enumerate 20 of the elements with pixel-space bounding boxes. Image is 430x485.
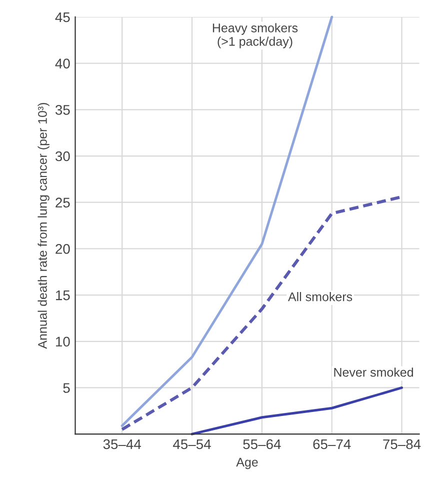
x-tick-label: 65–74: [313, 439, 351, 450]
y-tick-label: 30: [55, 151, 70, 162]
y-tick-label: 45: [55, 12, 70, 22]
x-axis-title: Age: [236, 458, 258, 470]
series-label: Never smoked: [334, 368, 414, 377]
y-axis-title: Annual death rate from lung cancer (per 10³): [38, 102, 50, 349]
x-tick-label: 55–64: [243, 439, 281, 450]
y-tick-label: 25: [56, 198, 70, 208]
series-label: Heavy smokers (>1 pack/day): [212, 23, 298, 48]
series-label: All smokers: [288, 292, 352, 302]
line-series: [190, 386, 404, 436]
y-tick-label: 20: [56, 244, 70, 254]
y-tick-label: 15: [56, 290, 70, 300]
y-tick-label: 10: [56, 336, 70, 347]
y-tick-label: 5: [63, 383, 70, 393]
x-tick-label: 75–84: [383, 439, 421, 450]
x-tick-label: 35–44: [103, 439, 141, 450]
y-tick-label: 35: [55, 105, 70, 115]
y-tick-label: 40: [55, 58, 70, 68]
x-tick-label: 45–54: [173, 439, 211, 450]
